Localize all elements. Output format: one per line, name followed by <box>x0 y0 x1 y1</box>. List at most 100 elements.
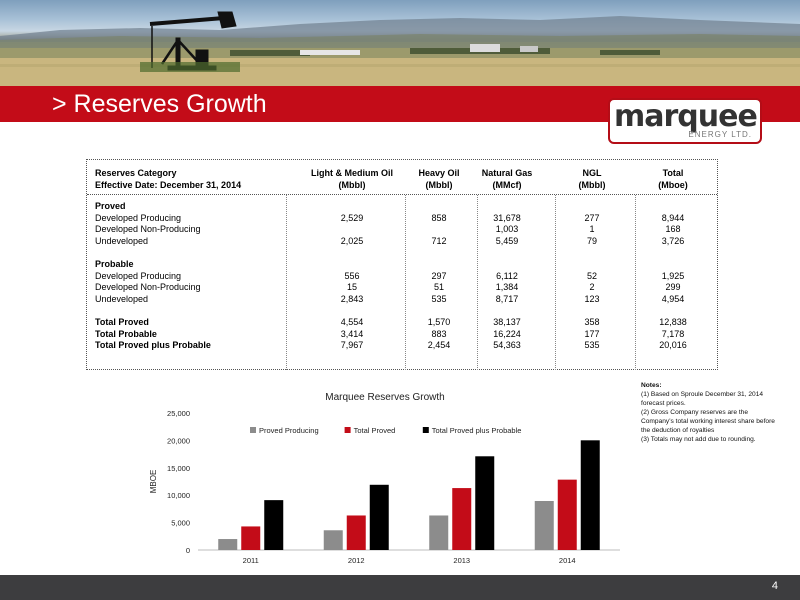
column-divider <box>555 195 556 370</box>
table-cell: 12,838 <box>659 317 687 327</box>
table-cell: 2,529 <box>340 212 364 223</box>
header-col-4-name: NGL <box>582 168 602 178</box>
table-cell: 2,025 <box>340 235 364 246</box>
table-row-label: Total Proved <box>95 317 149 327</box>
bar <box>264 500 284 550</box>
x-tick-label: 2012 <box>348 556 365 565</box>
header-col-1-unit: (Mbbl) <box>338 180 366 190</box>
reserves-table: Reserves Category Effective Date: Decembe… <box>86 159 718 370</box>
table-cell: 299 <box>665 282 681 293</box>
table-cell: 712 <box>431 235 447 246</box>
table-cell: 2 <box>589 282 595 293</box>
header-category: Reserves Category <box>95 168 177 178</box>
bar <box>580 440 600 550</box>
column-divider <box>635 195 636 370</box>
chart-title: Marquee Reserves Growth <box>325 392 445 403</box>
y-tick-label: 10,000 <box>167 491 190 500</box>
bar <box>323 530 343 550</box>
table-row-label: Developed Producing <box>95 270 182 281</box>
header-col-3-unit: (MMcf) <box>492 180 522 190</box>
table-cell: 7,967 <box>340 340 364 351</box>
x-tick-label: 2011 <box>243 556 259 565</box>
y-tick-label: 15,000 <box>167 464 190 473</box>
header-col-2-name: Heavy Oil <box>418 168 460 178</box>
table-cell: 535 <box>584 340 600 351</box>
table-cell: 6,112 <box>496 270 518 281</box>
bar <box>218 539 238 550</box>
legend-swatch <box>250 427 256 433</box>
y-tick-label: 5,000 <box>171 519 190 528</box>
y-tick-label: 20,000 <box>167 436 190 445</box>
table-cell: 52 <box>586 270 597 281</box>
table-cell: 51 <box>433 282 444 293</box>
table-cell: 2,454 <box>427 340 451 351</box>
bar <box>475 456 495 550</box>
table-row-label: Developed Non-Producing <box>95 282 201 293</box>
y-axis-label: MBOE <box>149 470 158 494</box>
header-col-1-name: Light & Medium Oil <box>311 168 393 178</box>
legend-swatch <box>422 427 429 433</box>
table-row-label: Undeveloped <box>95 235 149 246</box>
table-cell: 556 <box>344 270 360 281</box>
table-row-label: Developed Producing <box>95 212 182 223</box>
table-row-label: Probable <box>95 259 134 269</box>
column-divider <box>405 195 406 370</box>
header-col-5-name: Total <box>662 168 684 178</box>
table-cell: 54,363 <box>493 340 521 351</box>
header-col-2-unit: (Mbbl) <box>425 180 453 190</box>
table-row-label: Undeveloped <box>95 293 149 304</box>
table-cell: 8,717 <box>495 293 519 304</box>
header-effective-date: Effective Date: December 31, 2014 <box>95 180 242 190</box>
notes-heading: Notes: <box>641 382 662 389</box>
bar <box>534 500 554 550</box>
table-cell: 7,178 <box>661 328 685 339</box>
table-cell: 31,678 <box>493 212 521 223</box>
table-cell: 16,224 <box>493 328 521 339</box>
x-tick-label: 2014 <box>559 556 576 565</box>
slide-title: > Reserves Growth <box>52 90 267 118</box>
logo-wordmark: marquee <box>614 99 758 134</box>
table-row-label: Total Proved plus Probable <box>95 340 211 351</box>
table-cell: 177 <box>584 328 600 339</box>
y-tick-label: 0 <box>186 546 190 555</box>
table-cell: 20,016 <box>659 340 687 351</box>
table-cell: 1,570 <box>427 317 451 327</box>
bar <box>429 515 449 550</box>
table-row-label: Proved <box>95 201 126 211</box>
table-cell: 358 <box>584 317 600 327</box>
table-cell: 277 <box>584 212 600 223</box>
table-cell: 3,414 <box>340 328 364 339</box>
logo-subtitle: ENERGY LTD. <box>688 130 752 139</box>
column-divider <box>477 195 478 370</box>
landscape-banner <box>0 0 800 86</box>
bar <box>452 488 472 550</box>
table-cell: 15 <box>346 282 357 293</box>
table-row-label: Total Probable <box>95 328 157 339</box>
pumpjack-landscape-image <box>0 11 800 86</box>
bar <box>346 515 366 550</box>
note-item-1: (1) Based on Sproule December 31, 2014 f… <box>641 391 764 407</box>
header-col-5-unit: (Mboe) <box>658 180 688 190</box>
table-cell: 8,944 <box>661 212 685 223</box>
note-item-2: (2) Gross Company reserves are the Compa… <box>641 409 775 434</box>
legend-entry: Total Proved <box>354 426 396 435</box>
bar-chart-svg: Marquee Reserves Growth MBOE 0 5,000 10,000 1… <box>149 392 620 565</box>
table-cell: 4,554 <box>340 317 364 327</box>
table-row-label: Developed Non-Producing <box>95 224 201 235</box>
table-cell: 535 <box>431 293 447 304</box>
reserves-growth-chart: Marquee Reserves Growth MBOE 0 5,000 10,000 1… <box>140 385 630 575</box>
marquee-energy-logo: marquee ENERGY LTD. <box>608 98 762 144</box>
page-number: 4 <box>771 580 778 592</box>
table-cell: 883 <box>431 328 447 339</box>
table-cell: 2,843 <box>340 293 364 304</box>
x-tick-label: 2013 <box>453 556 470 565</box>
table-cell: 5,459 <box>495 235 519 246</box>
table-cell: 79 <box>586 235 597 246</box>
footer-bar: 4 <box>0 575 800 600</box>
legend-swatch <box>344 427 351 433</box>
table-cell: 168 <box>665 224 681 235</box>
bar <box>241 526 261 550</box>
column-divider <box>286 195 287 370</box>
y-tick-label: 25,000 <box>167 409 190 418</box>
